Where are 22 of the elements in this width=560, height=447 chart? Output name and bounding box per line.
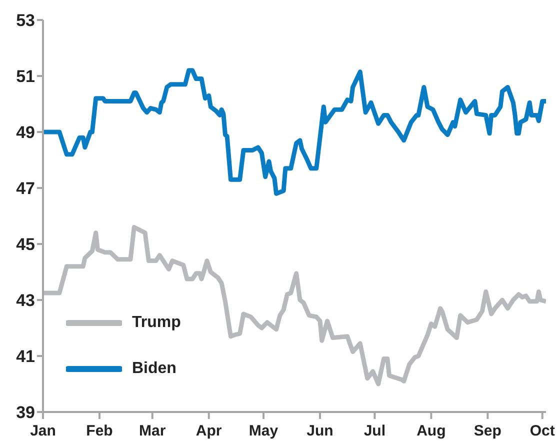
y-tick-label: 51 [16, 67, 35, 86]
y-tick-label: 41 [16, 347, 35, 366]
y-tick-label: 39 [16, 403, 35, 422]
y-tick-label: 43 [16, 291, 35, 310]
y-tick-label: 53 [16, 11, 35, 30]
x-tick-label: May [248, 422, 279, 440]
x-tick-label: Sep [474, 422, 502, 440]
y-tick-label: 45 [16, 235, 35, 254]
legend-label: Biden [132, 360, 176, 378]
x-tick-label: Jan [30, 422, 56, 440]
line-series [43, 224, 546, 386]
line-series [43, 68, 546, 196]
y-tick-label: 47 [16, 179, 35, 198]
x-tick-label: Feb [86, 422, 113, 440]
x-tick-label: Mar [139, 422, 166, 440]
x-tick-label: Oct [530, 422, 555, 440]
x-tick-label: Apr [196, 422, 222, 440]
legend-label: Trump [132, 314, 181, 332]
x-tick-label: Jun [306, 422, 334, 440]
x-tick-label: Aug [416, 422, 446, 440]
y-tick-label: 49 [16, 123, 35, 142]
x-tick-label: Jul [364, 422, 386, 440]
